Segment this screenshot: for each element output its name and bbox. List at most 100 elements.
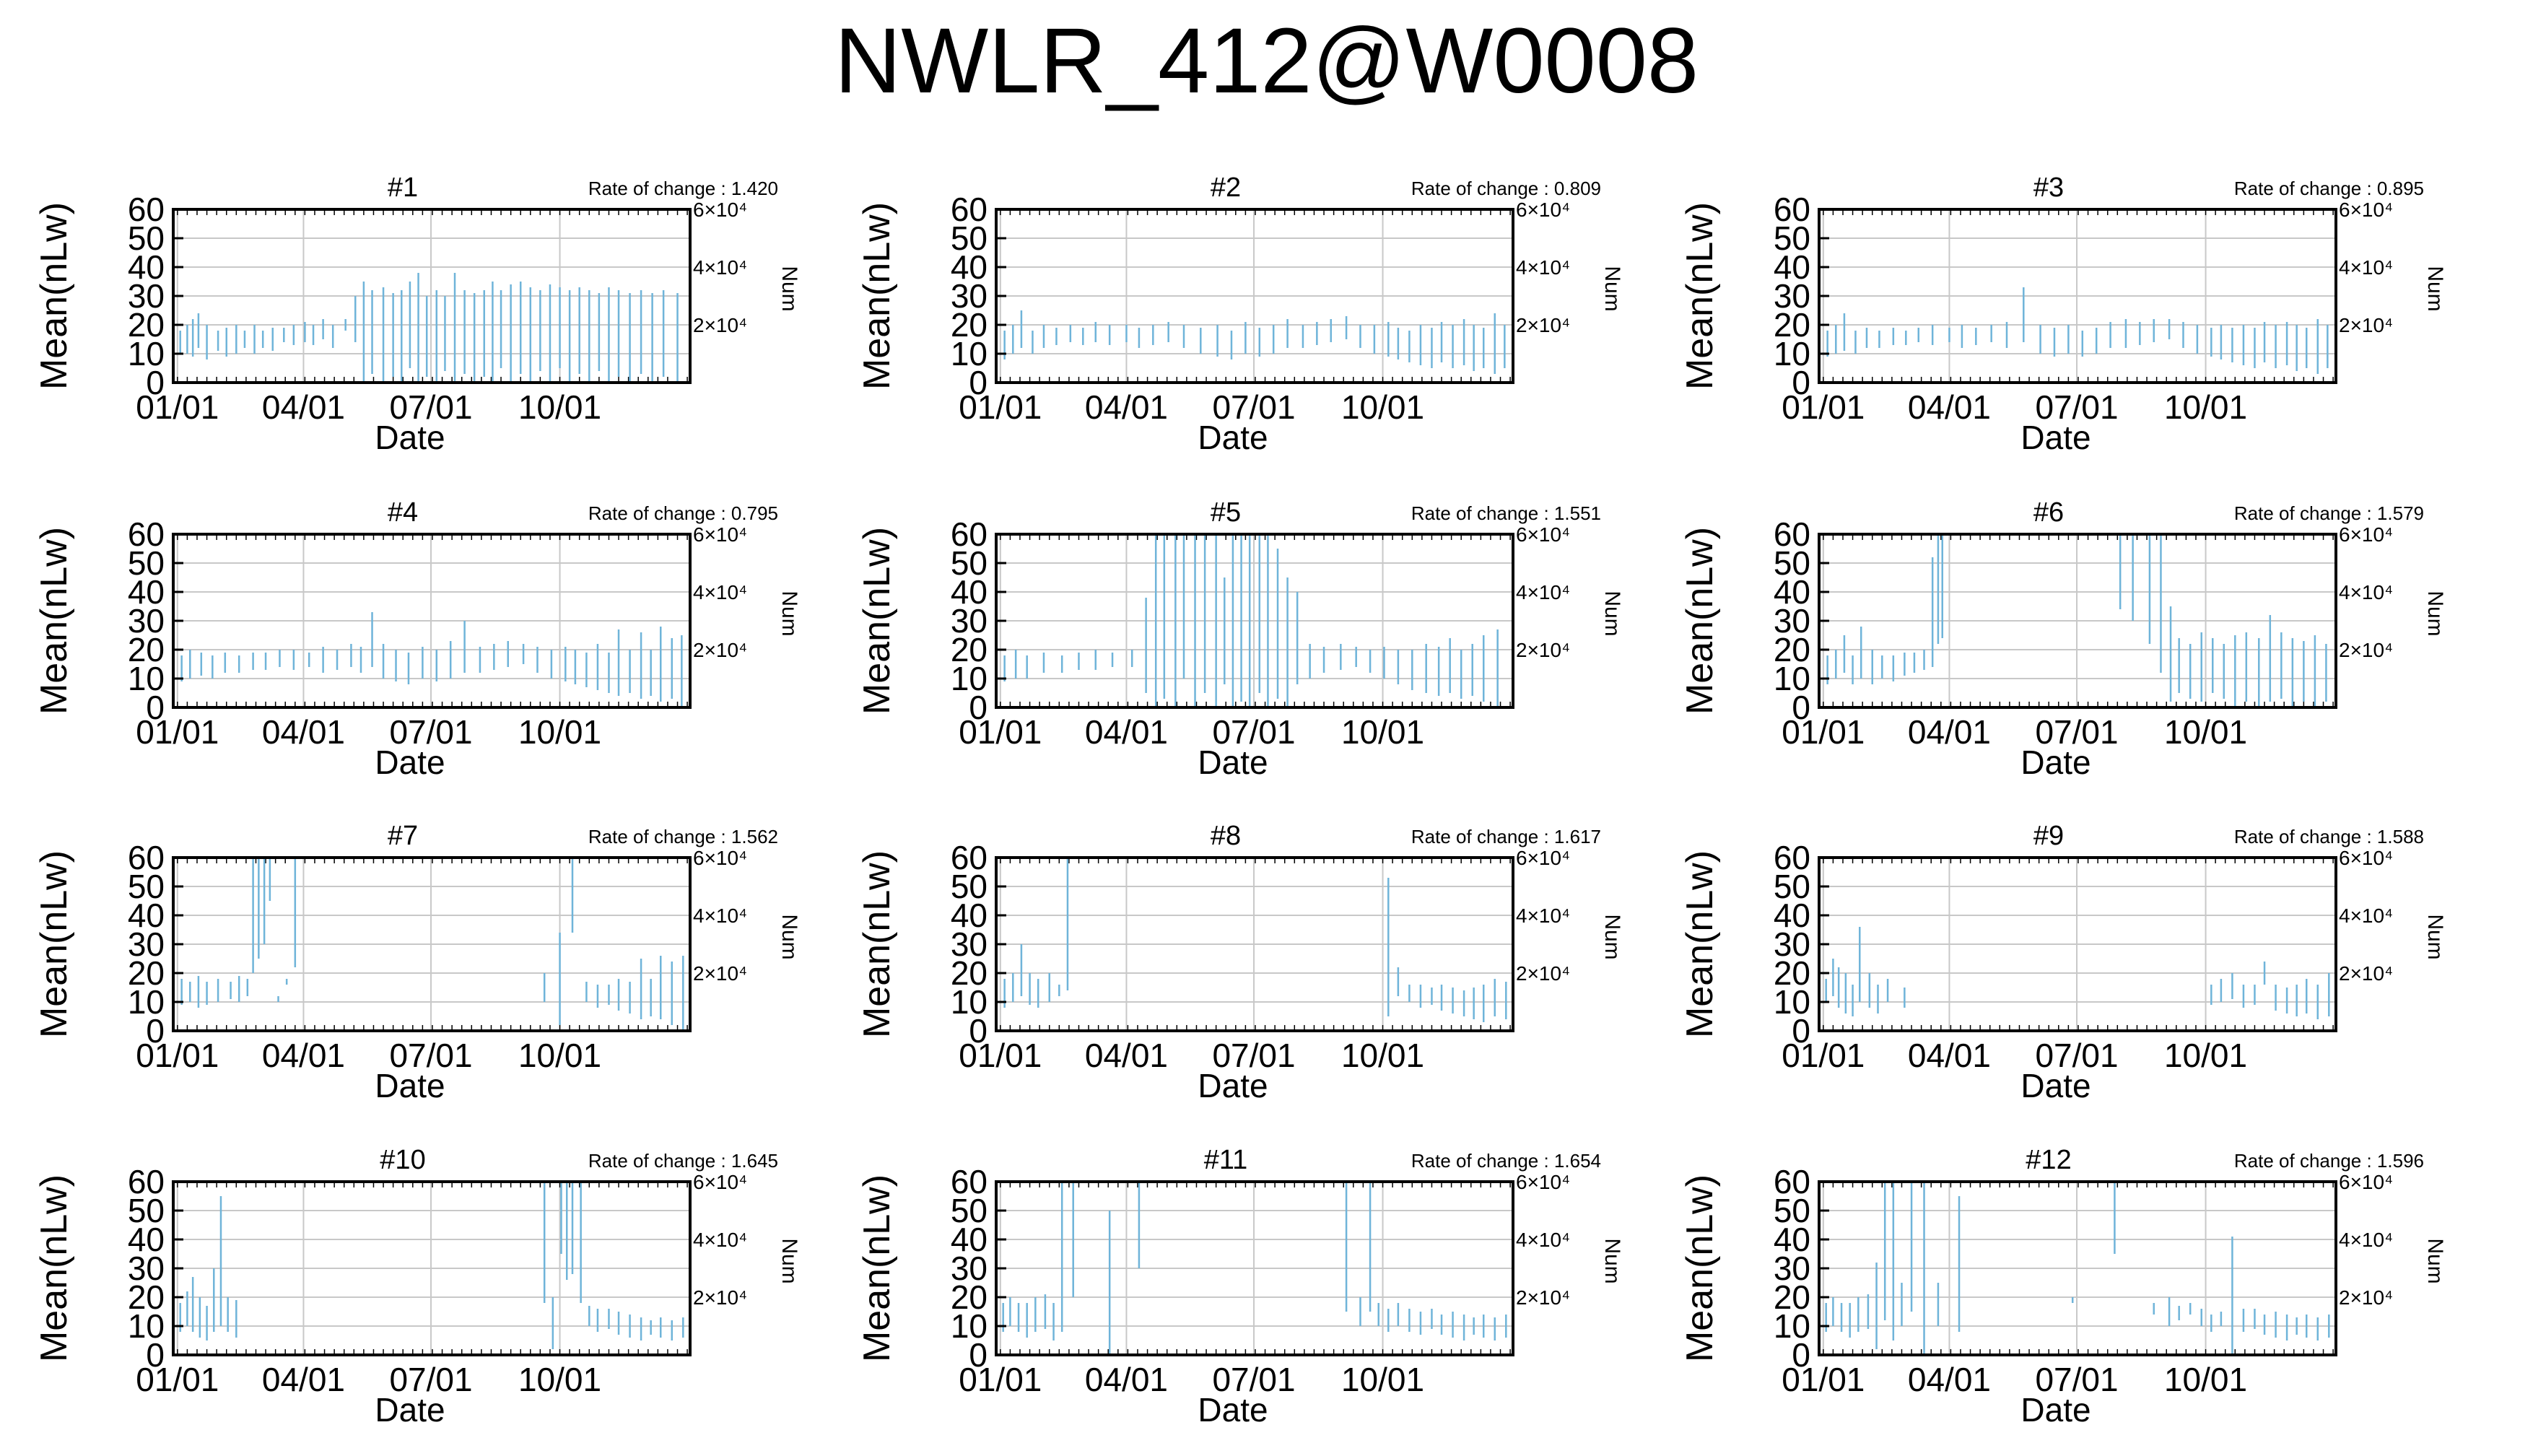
y-tick-label: 30 — [128, 277, 165, 315]
y-axis-title: Mean(nLw) — [856, 850, 898, 1038]
x-tick-label: 04/01 — [1908, 388, 1991, 426]
rate-of-change-label: Rate of change : 1.420 — [588, 178, 778, 199]
x-tick-label: 10/01 — [2164, 1037, 2247, 1074]
y-axis-title: Mean(nLw) — [33, 1174, 75, 1362]
y-tick-label: 20 — [951, 631, 988, 668]
chart-panel: 0 10 20 30 40 50 60 01/01 04/01 07/01 10/01 Date Mea… — [823, 491, 1624, 808]
x-tick-label: 01/01 — [1782, 388, 1865, 426]
x-tick-label: 04/01 — [262, 1361, 345, 1398]
y-tick-label: 40 — [128, 1221, 165, 1258]
x-axis-title: Date — [2020, 1067, 2091, 1104]
y-tick-label: 10 — [1774, 660, 1810, 697]
panel-title: #2 — [1211, 173, 1241, 203]
y-tick-label: 60 — [1774, 515, 1810, 553]
x-tick-label: 10/01 — [518, 388, 601, 426]
x-tick-label: 01/01 — [959, 1037, 1042, 1074]
x-axis-title: Date — [2020, 744, 2091, 781]
y2-tick-label: 6×10⁴ — [1516, 199, 1570, 221]
y2-tick-label: 2×10⁴ — [2339, 314, 2393, 336]
y-axis-title: Mean(nLw) — [33, 527, 75, 715]
x-tick-label: 07/01 — [1212, 388, 1295, 426]
x-tick-label: 10/01 — [2164, 1361, 2247, 1398]
y-axis-title: Mean(nLw) — [1679, 202, 1721, 390]
rate-of-change-label: Rate of change : 0.809 — [1411, 178, 1601, 199]
x-tick-label: 07/01 — [1212, 1361, 1295, 1398]
rate-of-change-label: Rate of change : 1.579 — [2234, 502, 2424, 524]
y2-axis-title: Num — [1600, 266, 1624, 311]
y-tick-label: 60 — [128, 191, 165, 228]
x-axis-title: Date — [375, 744, 445, 781]
y-tick-label: 10 — [128, 1307, 165, 1345]
y2-tick-label: 6×10⁴ — [693, 1171, 747, 1193]
panel-title: #5 — [1211, 497, 1241, 528]
y2-tick-label: 2×10⁴ — [2339, 639, 2393, 661]
y-tick-label: 20 — [128, 631, 165, 668]
x-tick-label: 04/01 — [262, 713, 345, 751]
y-tick-label: 30 — [1774, 1250, 1810, 1287]
y-tick-label: 60 — [1774, 839, 1810, 876]
y-tick-label: 50 — [951, 1192, 988, 1229]
y2-tick-label: 4×10⁴ — [1516, 256, 1570, 279]
y2-tick-label: 6×10⁴ — [693, 847, 747, 869]
y-tick-label: 50 — [128, 544, 165, 582]
y-tick-label: 20 — [1774, 631, 1810, 668]
panel-title: #12 — [2026, 1145, 2071, 1175]
chart-panel: 0 10 20 30 40 50 60 01/01 04/01 07/01 10/01 Date Mea… — [823, 814, 1624, 1132]
x-axis-title: Date — [1198, 419, 1268, 456]
y-axis-title: Mean(nLw) — [856, 527, 898, 715]
x-tick-label: 10/01 — [2164, 713, 2247, 751]
y2-tick-label: 2×10⁴ — [693, 314, 747, 336]
x-axis-title: Date — [375, 419, 445, 456]
y2-tick-label: 4×10⁴ — [693, 581, 747, 603]
y2-tick-label: 2×10⁴ — [1516, 962, 1570, 985]
y2-tick-label: 6×10⁴ — [1516, 1171, 1570, 1193]
rate-of-change-label: Rate of change : 1.617 — [1411, 826, 1601, 847]
x-tick-label: 04/01 — [1085, 1037, 1168, 1074]
y-tick-label: 30 — [951, 602, 988, 640]
panel-title: #9 — [2033, 821, 2064, 851]
y-tick-label: 10 — [1774, 983, 1810, 1021]
y2-axis-title: Num — [1600, 914, 1624, 959]
chart-panel: 0 10 20 30 40 50 60 01/01 04/01 07/01 10/01 Date Mea… — [1646, 166, 2447, 484]
x-tick-label: 01/01 — [136, 713, 219, 751]
y-tick-label: 40 — [128, 248, 165, 286]
y2-tick-label: 4×10⁴ — [693, 256, 747, 279]
y2-axis-title: Num — [2423, 590, 2447, 636]
x-tick-label: 07/01 — [389, 388, 472, 426]
y-tick-label: 30 — [951, 1250, 988, 1287]
x-tick-label: 07/01 — [2035, 1361, 2118, 1398]
x-tick-label: 10/01 — [518, 1361, 601, 1398]
y2-tick-label: 4×10⁴ — [1516, 1229, 1570, 1251]
x-tick-label: 07/01 — [1212, 713, 1295, 751]
x-axis-title: Date — [375, 1391, 445, 1429]
y2-tick-label: 4×10⁴ — [2339, 256, 2393, 279]
panel-title: #6 — [2033, 497, 2064, 528]
y-tick-label: 10 — [128, 983, 165, 1021]
y-tick-label: 30 — [128, 1250, 165, 1287]
y-tick-label: 40 — [951, 1221, 988, 1258]
y-tick-label: 60 — [951, 839, 988, 876]
y2-axis-title: Num — [2423, 914, 2447, 959]
y2-tick-label: 6×10⁴ — [2339, 1171, 2393, 1193]
y-tick-label: 60 — [128, 839, 165, 876]
y2-tick-label: 6×10⁴ — [693, 523, 747, 546]
panel-title: #11 — [1204, 1145, 1248, 1175]
y-tick-label: 30 — [128, 602, 165, 640]
y-tick-label: 60 — [951, 515, 988, 553]
y-tick-label: 0 — [969, 364, 988, 401]
y-tick-label: 50 — [1774, 1192, 1810, 1229]
chart-panel: 0 10 20 30 40 50 60 01/01 04/01 07/01 10/01 Date Mea… — [823, 166, 1624, 484]
y2-tick-label: 2×10⁴ — [1516, 314, 1570, 336]
panel-title: #1 — [388, 173, 418, 203]
x-tick-label: 07/01 — [1212, 1037, 1295, 1074]
y-tick-label: 50 — [951, 544, 988, 582]
y-tick-label: 20 — [1774, 306, 1810, 344]
y-axis-title: Mean(nLw) — [856, 1174, 898, 1362]
